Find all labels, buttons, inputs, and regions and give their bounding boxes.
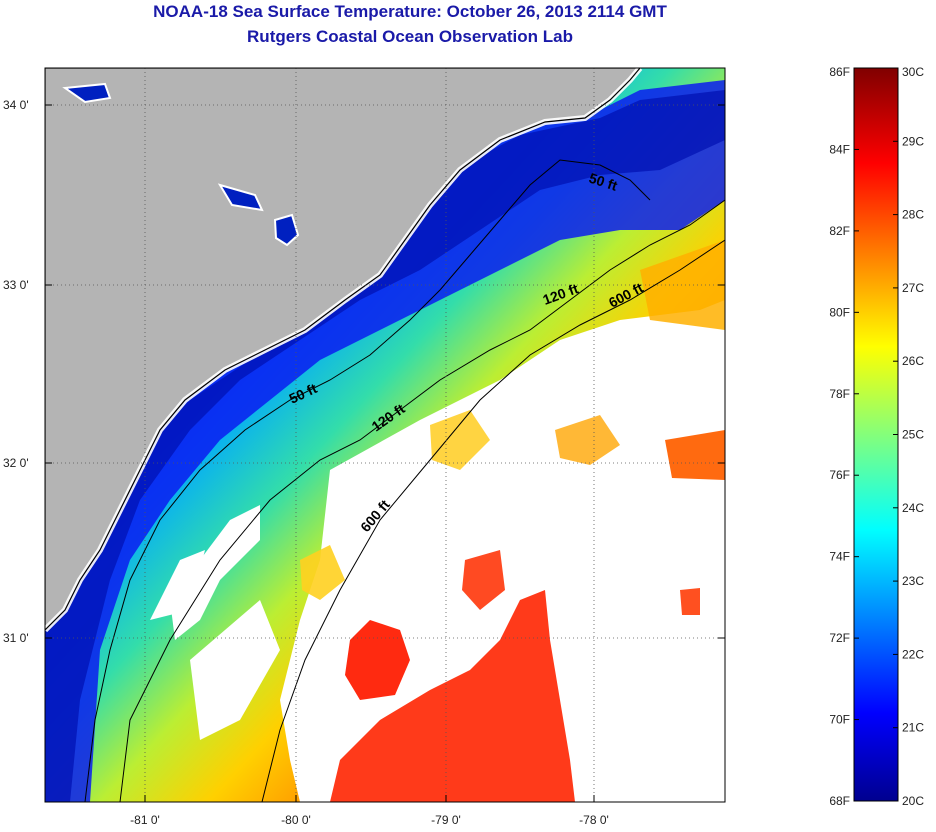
map-image (45, 68, 725, 802)
warm-eddy-south (330, 590, 575, 802)
inland-lake-2 (62, 82, 112, 104)
warm-patch-2 (462, 550, 505, 610)
chart-title: NOAA-18 Sea Surface Temperature: October… (153, 2, 667, 21)
lat-label-33: 33 0' (3, 278, 29, 292)
inland-lake-1 (273, 213, 300, 247)
warm-patch-8 (680, 588, 700, 615)
map-frame (44, 67, 726, 803)
lon-label-80: -80 0' (281, 813, 311, 827)
warm-patch-3 (665, 430, 725, 480)
contour-600ft (261, 239, 725, 802)
warm-patch-6 (300, 545, 345, 600)
axis-ticks (45, 104, 725, 802)
cloud-mask-south (190, 600, 280, 740)
lon-label-79: -79 0' (431, 813, 461, 827)
contour-120ft (119, 199, 725, 802)
warm-patch-1 (345, 620, 410, 700)
contour-50ft (84, 159, 651, 802)
coastal-coldest-water (45, 90, 725, 802)
inland-lake-3 (217, 183, 264, 212)
lat-label-34: 34 0' (3, 98, 29, 112)
lat-label-31: 31 0' (3, 631, 29, 645)
warm-patch-7 (640, 240, 725, 330)
graticule (45, 68, 725, 802)
cloud-mask-patch (150, 550, 205, 620)
coastline (45, 68, 641, 631)
lon-label-78: -78 0' (579, 813, 609, 827)
lat-label-32: 32 0' (3, 456, 29, 470)
warm-patch-4 (555, 415, 620, 465)
chart-subtitle: Rutgers Coastal Ocean Observation Lab (247, 27, 573, 46)
lon-label-81: -81 0' (130, 813, 160, 827)
warm-patch-5 (430, 410, 490, 470)
